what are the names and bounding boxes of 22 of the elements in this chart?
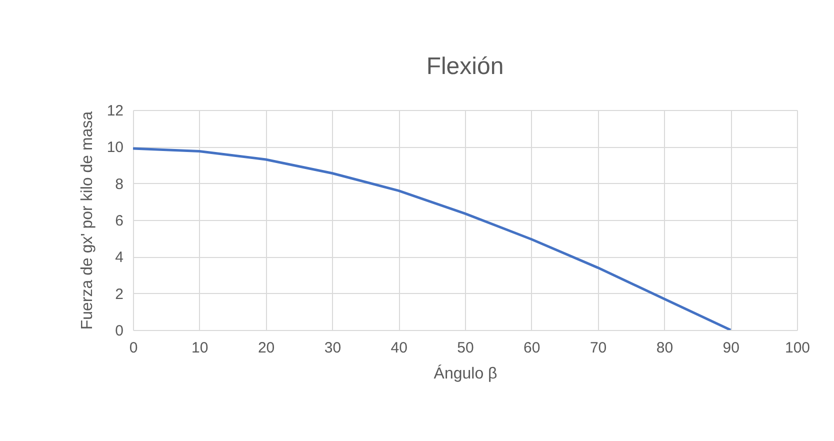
x-tick-label: 0 (129, 340, 138, 356)
chart-title: Flexión (426, 53, 504, 80)
x-axis-title: Ángulo β (434, 364, 498, 382)
x-tick-label: 40 (390, 340, 408, 356)
y-tick-label: 0 (115, 322, 124, 340)
x-tick-label: 80 (656, 340, 674, 356)
y-tick-label: 10 (106, 139, 124, 156)
x-tick-label: 60 (524, 340, 540, 356)
y-tick-label: 8 (115, 176, 124, 193)
y-tick-label: 6 (115, 212, 124, 230)
line-series (133, 147, 732, 330)
y-tick-label: 12 (106, 102, 124, 120)
x-tick-label: 90 (722, 340, 740, 356)
x-tick-label: 100 (784, 340, 810, 356)
x-tick-label: 20 (258, 340, 275, 356)
x-tick-label: 50 (457, 340, 474, 356)
y-tick-label: 4 (115, 249, 124, 266)
x-tick-label: 10 (192, 340, 208, 356)
y-tick-label: 2 (115, 286, 124, 303)
x-tick-label: 30 (324, 340, 342, 356)
x-tick-label: 70 (590, 340, 607, 356)
y-axis-title: Fuerza de gx' por kilo de masa (78, 111, 96, 330)
